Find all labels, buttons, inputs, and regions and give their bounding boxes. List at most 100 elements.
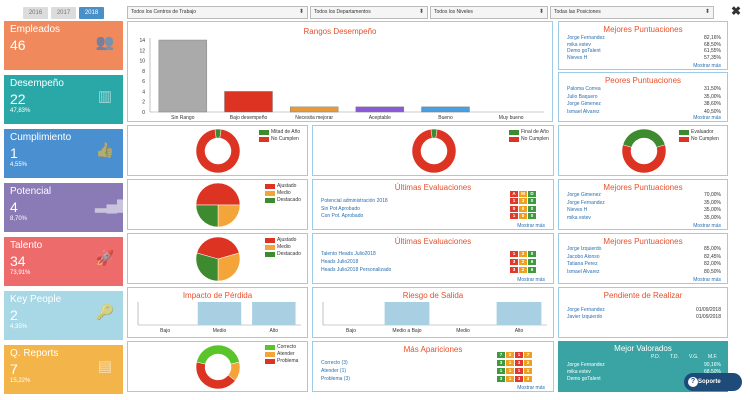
list-item[interactable]: mika estev 68,50%: [567, 42, 721, 48]
list-item-name: mika estev: [567, 369, 591, 375]
y-tick-label: 14: [139, 38, 145, 44]
list-item[interactable]: Nieves H 57,35%: [567, 55, 721, 61]
x-tick-label: Aceptable: [369, 115, 391, 121]
list-item-value: 35,00%: [704, 93, 721, 100]
kpi-tile-desempe-o[interactable]: Desempeño 22 47,83% ▥: [4, 75, 123, 124]
legend-item: Atender: [265, 351, 298, 358]
list-item[interactable]: mika estev 35,00%: [567, 215, 721, 221]
centro-select[interactable]: Todos los Centros de Trabajo ⬍: [127, 6, 308, 19]
kpi-tile-potencial[interactable]: Potencial 4 8,70% ▂▄▆: [4, 183, 129, 232]
list-item[interactable]: Demo goTalent 61,55%: [567, 48, 721, 54]
slice-correcto: [196, 344, 240, 365]
departamento-select[interactable]: Todos los Departamentos ⬍: [310, 6, 428, 19]
list-item[interactable]: Julio Baquero 35,00%: [567, 94, 721, 100]
evaluation-name-link[interactable]: Correcto (3): [321, 360, 348, 366]
slice-destacado: [195, 204, 219, 228]
mejores-title-2: Mejores Puntuaciones: [603, 183, 683, 192]
talento-pie-panel[interactable]: Ajustado Medio Destacado: [127, 233, 308, 284]
kpi-tile-cumplimiento[interactable]: Cumplimiento 1 4,55% 👍: [4, 129, 123, 178]
year-2018-button[interactable]: 2018: [79, 7, 104, 19]
list-item[interactable]: Jacobo Alonso 82,45%: [567, 254, 721, 260]
kpi-tile-empleados[interactable]: Empleados 46 👥: [4, 21, 123, 70]
peores-title: Peores Puntuaciones: [604, 76, 682, 85]
soporte-button[interactable]: ? Soporte: [684, 373, 742, 391]
bar-bajo-desempe-o: [224, 91, 273, 113]
badge-count: 1: [524, 368, 532, 374]
list-item[interactable]: Jorge Fernandez 90,16%: [567, 362, 721, 368]
cumplimiento-final-panel[interactable]: Final de Año No Cumplen: [312, 125, 554, 176]
list-item[interactable]: Jorge Gimenez 70,00%: [567, 192, 721, 198]
mostrar-mas-link[interactable]: Mostrar más: [693, 115, 721, 121]
tile-title: Potencial: [10, 186, 52, 197]
list-item-name: Demo goTalent: [567, 48, 601, 54]
cumplimiento-evaluador-panel[interactable]: Evaluador No Cumplen: [558, 125, 728, 176]
list-item-value: 35,00%: [704, 214, 721, 221]
list-item[interactable]: Jorge Fernandez 82,16%: [567, 35, 721, 41]
list-item-value: 80,50%: [704, 268, 721, 275]
nivel-select[interactable]: Todos los Niveles ⬍: [430, 6, 548, 19]
list-item[interactable]: Jorge Fernandez 01/09/2018: [567, 307, 721, 313]
mejores-title-1: Mejores Puntuaciones: [603, 25, 683, 34]
kpi-tile-key-people[interactable]: Key People 2 4,35% 🔑: [4, 291, 123, 340]
kpi-tile-q-reports[interactable]: Q. Reports 7 15,22% ▤: [4, 345, 123, 394]
potencial-pie-panel[interactable]: Ajustado Medio Destacado: [127, 179, 308, 230]
evaluation-name-link[interactable]: Talento Heads Julio2018: [321, 251, 376, 257]
tile-value: 1: [10, 145, 18, 161]
close-icon[interactable]: ✖: [731, 4, 742, 18]
list-item[interactable]: Javier Izquierdo 01/09/2018: [567, 314, 721, 320]
tile-value: 46: [10, 37, 26, 53]
evaluation-name-link[interactable]: Sin Pot Aprobado: [321, 205, 360, 212]
cumplimiento-medio-panel[interactable]: Mitad de Año No Cumplen: [127, 125, 308, 176]
list-item-name: Tatiana Perez: [567, 261, 598, 267]
posicion-select[interactable]: Todas las Posiciones ⬍: [550, 6, 714, 19]
evaluation-name-link[interactable]: Heads Julio2018: [321, 259, 359, 265]
badge-header-cell: 2: [506, 352, 514, 358]
badge-header-cell: 7: [497, 352, 505, 358]
list-item-value: 61,55%: [704, 48, 721, 54]
evaluation-name-link[interactable]: Potencial administración 2018: [321, 198, 388, 204]
list-item[interactable]: Jorge Gimenez 38,60%: [567, 101, 721, 107]
tile-percent: 15,22%: [10, 378, 31, 384]
list-item[interactable]: mika estev 68,50%: [567, 369, 721, 375]
badge-count: 1: [515, 368, 523, 374]
kpi-tile-talento[interactable]: Talento 34 73,91% 🚀: [4, 237, 123, 286]
mostrar-mas-link[interactable]: Mostrar más: [693, 223, 721, 229]
list-item[interactable]: Tatiana Perez 82,00%: [567, 261, 721, 267]
list-item[interactable]: Jorge Fernandez 35,00%: [567, 200, 721, 206]
slice-evaluador: [622, 128, 666, 148]
evaluation-name-link[interactable]: Heads Julio2018 Personalizado: [321, 267, 392, 273]
evaluation-name-link[interactable]: Atender (1): [321, 368, 347, 374]
mostrar-mas-link[interactable]: Mostrar más: [693, 277, 721, 283]
legend-label: Evaluador: [691, 129, 714, 135]
tile-percent: 4,55%: [10, 162, 28, 168]
departamento-select-value: Todos los Departamentos: [314, 9, 371, 15]
list-item[interactable]: Nieves H 35,00%: [567, 207, 721, 213]
list-item-name: Nieves H: [567, 54, 588, 61]
list-item[interactable]: Ismael Alvarez 40,50%: [567, 109, 721, 115]
mostrar-mas-link[interactable]: Mostrar más: [517, 223, 545, 229]
qreports-donut-panel[interactable]: Correcto Atender Problema: [127, 341, 308, 392]
evaluation-name-link[interactable]: Con Pot. Aprobado: [321, 213, 364, 219]
list-item[interactable]: Jorge Izquierdo 85,00%: [567, 246, 721, 252]
evaluation-name-link[interactable]: Problema (3): [321, 376, 350, 382]
bar-chart-icon: ▥: [97, 88, 113, 105]
year-2016-button[interactable]: 2016: [23, 7, 48, 19]
tile-percent: 4,35%: [10, 324, 28, 330]
slice-medio: [217, 204, 241, 228]
legend-swatch: [259, 137, 269, 142]
legend-mitad: Mitad de Año No Cumplen: [259, 129, 300, 143]
list-item[interactable]: Paloma Correa 31,50%: [567, 86, 721, 92]
mostrar-mas-link[interactable]: Mostrar más: [517, 277, 545, 283]
year-2017-button[interactable]: 2017: [51, 7, 76, 19]
list-item-name: Jorge Gimenez: [567, 101, 601, 107]
people-icon: 👥: [95, 34, 115, 51]
x-tick-label: Necesita mejorar: [295, 115, 333, 121]
mostrar-mas-link[interactable]: Mostrar más: [517, 385, 545, 391]
thumbs-up-icon: 👍: [95, 142, 115, 159]
tile-title: Talento: [10, 240, 43, 251]
mostrar-mas-link[interactable]: Mostrar más: [693, 63, 721, 69]
list-item[interactable]: Ismael Alvarez 80,50%: [567, 269, 721, 275]
select-arrow-icon: ⬍: [538, 9, 544, 15]
